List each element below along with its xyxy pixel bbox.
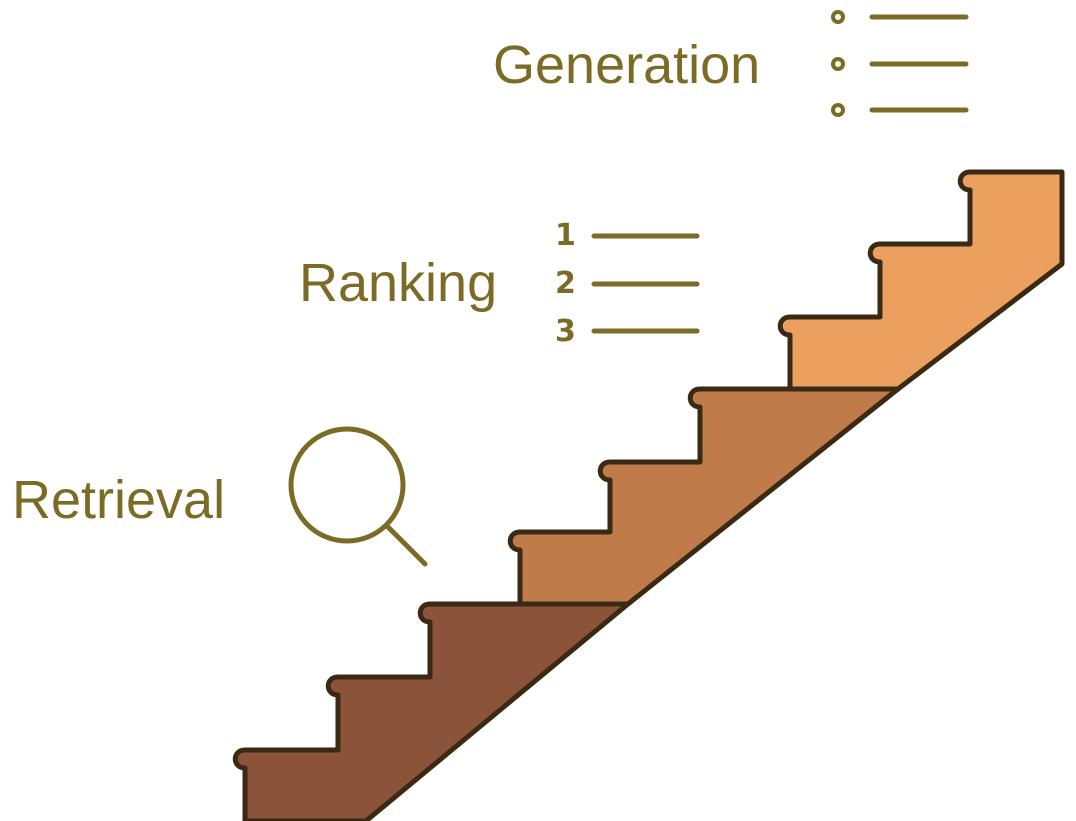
- rank-number-1: 1: [555, 221, 576, 251]
- generation-label: Generation: [493, 38, 760, 92]
- ranking-steps: [510, 389, 898, 604]
- magnifier-handle: [388, 527, 425, 564]
- generation-steps: [780, 172, 1062, 389]
- bullet-list-icon: [833, 12, 966, 115]
- bullet-dot-1: [833, 12, 843, 22]
- bullet-dot-2: [833, 59, 843, 69]
- ranking-label: Ranking: [299, 256, 497, 310]
- rank-number-3: 3: [555, 317, 576, 347]
- retrieval-label: Retrieval: [12, 473, 225, 527]
- magnifier-icon: [291, 429, 425, 564]
- bullet-dot-3: [833, 105, 843, 115]
- numbered-list-icon: [594, 236, 697, 331]
- rank-number-2: 2: [555, 269, 576, 299]
- retrieval-steps: [235, 604, 628, 821]
- magnifier-lens: [291, 429, 403, 541]
